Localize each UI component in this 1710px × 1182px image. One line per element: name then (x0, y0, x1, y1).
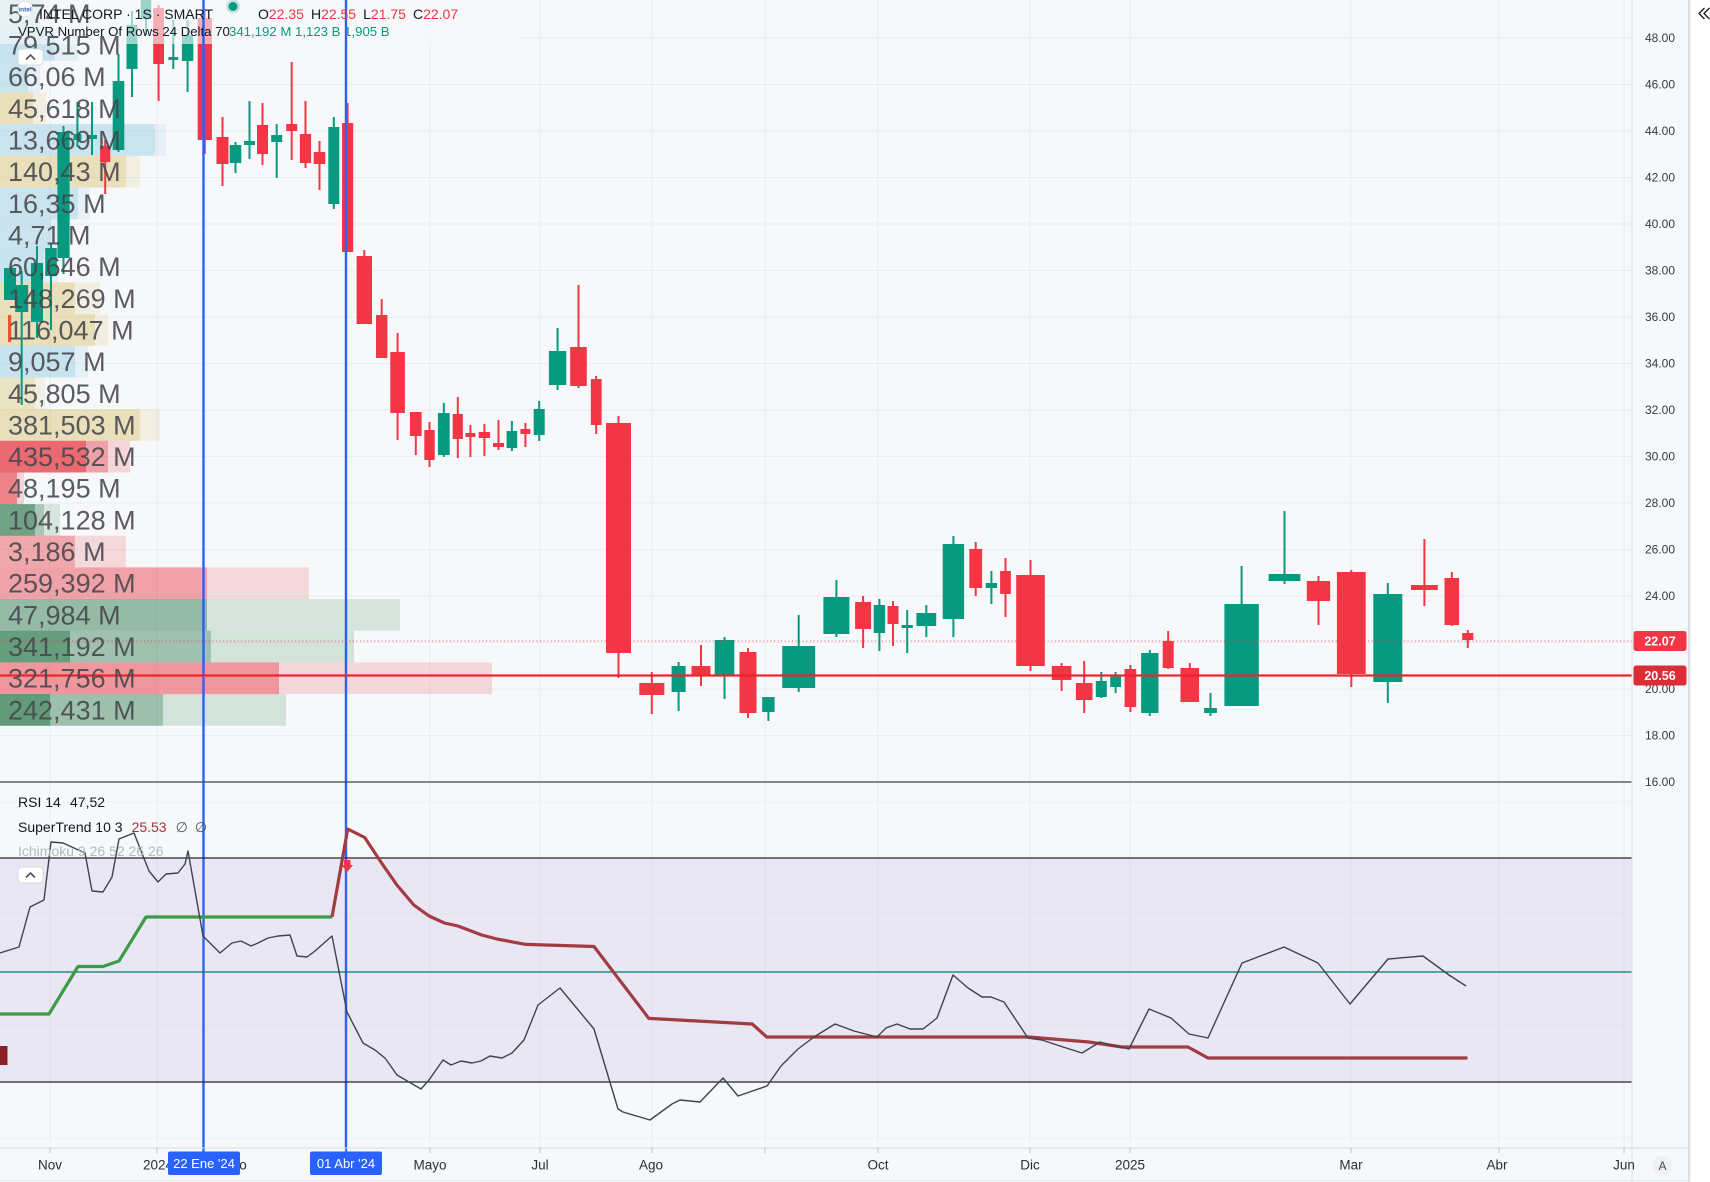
svg-text:47,984 M: 47,984 M (8, 600, 121, 630)
svg-text:intel: intel (18, 7, 32, 14)
svg-text:32.00: 32.00 (1645, 403, 1675, 417)
svg-text:341,192 M: 341,192 M (8, 632, 136, 662)
svg-text:24.00: 24.00 (1645, 589, 1675, 603)
svg-text:116,047 M: 116,047 M (8, 315, 134, 345)
svg-text:42.00: 42.00 (1645, 171, 1675, 185)
svg-text:Abr: Abr (1486, 1158, 1508, 1173)
svg-text:47,52: 47,52 (70, 794, 105, 810)
svg-text:Nov: Nov (38, 1158, 62, 1173)
svg-text:9,057 M: 9,057 M (8, 347, 106, 377)
svg-text:A: A (1658, 1159, 1666, 1173)
svg-text:381,503 M: 381,503 M (8, 410, 136, 440)
svg-text:16.00: 16.00 (1645, 775, 1675, 789)
svg-text:16,35 M: 16,35 M (8, 189, 106, 219)
svg-text:60,646 M: 60,646 M (8, 252, 121, 282)
svg-text:104,128 M: 104,128 M (8, 505, 136, 535)
svg-text:435,532 M: 435,532 M (8, 442, 136, 472)
svg-text:2025: 2025 (1115, 1158, 1145, 1173)
svg-text:01 Abr '24: 01 Abr '24 (317, 1156, 375, 1171)
svg-text:22 Ene '24: 22 Ene '24 (173, 1156, 235, 1171)
svg-text:36.00: 36.00 (1645, 310, 1675, 324)
svg-text:SuperTrend 10 325.53∅∅: SuperTrend 10 3 25.53 ∅ ∅ (18, 819, 207, 835)
svg-text:Jun: Jun (1613, 1158, 1635, 1173)
svg-text:22.07: 22.07 (1644, 634, 1675, 648)
svg-text:4,71 M: 4,71 M (8, 221, 91, 251)
svg-text:341,192 M 1,123 B 1,905 B: 341,192 M 1,123 B 1,905 B (229, 24, 390, 39)
svg-text:40.00: 40.00 (1645, 217, 1675, 231)
svg-text:48.00: 48.00 (1645, 31, 1675, 45)
svg-text:2024: 2024 (143, 1158, 174, 1173)
svg-text:Mayo: Mayo (413, 1158, 446, 1173)
svg-text:20.00: 20.00 (1645, 682, 1675, 696)
svg-text:Ago: Ago (639, 1158, 663, 1173)
svg-text:45,618 M: 45,618 M (8, 94, 121, 124)
svg-text:45,805 M: 45,805 M (8, 379, 121, 409)
svg-text:148,269 M: 148,269 M (8, 284, 136, 314)
svg-text:Dic: Dic (1020, 1158, 1040, 1173)
svg-text:44.00: 44.00 (1645, 124, 1675, 138)
svg-text:RSI 14: RSI 14 (18, 794, 61, 810)
svg-text:26.00: 26.00 (1645, 543, 1675, 557)
svg-text:VPVR Number Of Rows 24 Delta 7: VPVR Number Of Rows 24 Delta 70 (18, 24, 230, 39)
svg-text:INTEL CORP · 1S · SMART: INTEL CORP · 1S · SMART (39, 6, 213, 22)
svg-text:Mar: Mar (1339, 1158, 1363, 1173)
svg-text:20.56: 20.56 (1644, 669, 1675, 683)
svg-text:28.00: 28.00 (1645, 496, 1675, 510)
svg-text:Ichimoku 9 26 52 26 26: Ichimoku 9 26 52 26 26 (18, 843, 164, 859)
svg-text:34.00: 34.00 (1645, 357, 1675, 371)
svg-text:Jul: Jul (531, 1158, 548, 1173)
svg-text:140,43 M: 140,43 M (8, 157, 121, 187)
svg-text:3,186 M: 3,186 M (8, 537, 106, 567)
svg-text:66,06 M: 66,06 M (8, 62, 106, 92)
svg-text:30.00: 30.00 (1645, 450, 1675, 464)
svg-text:259,392 M: 259,392 M (8, 569, 136, 599)
svg-text:18.00: 18.00 (1645, 729, 1675, 743)
svg-text:321,756 M: 321,756 M (8, 664, 136, 694)
svg-text:242,431 M: 242,431 M (8, 695, 136, 725)
svg-text:Oct: Oct (867, 1158, 888, 1173)
svg-text:46.00: 46.00 (1645, 78, 1675, 92)
svg-text:o: o (239, 1158, 247, 1173)
svg-text:38.00: 38.00 (1645, 264, 1675, 278)
svg-text:13,669 M: 13,669 M (8, 126, 121, 156)
svg-text:48,195 M: 48,195 M (8, 474, 121, 504)
